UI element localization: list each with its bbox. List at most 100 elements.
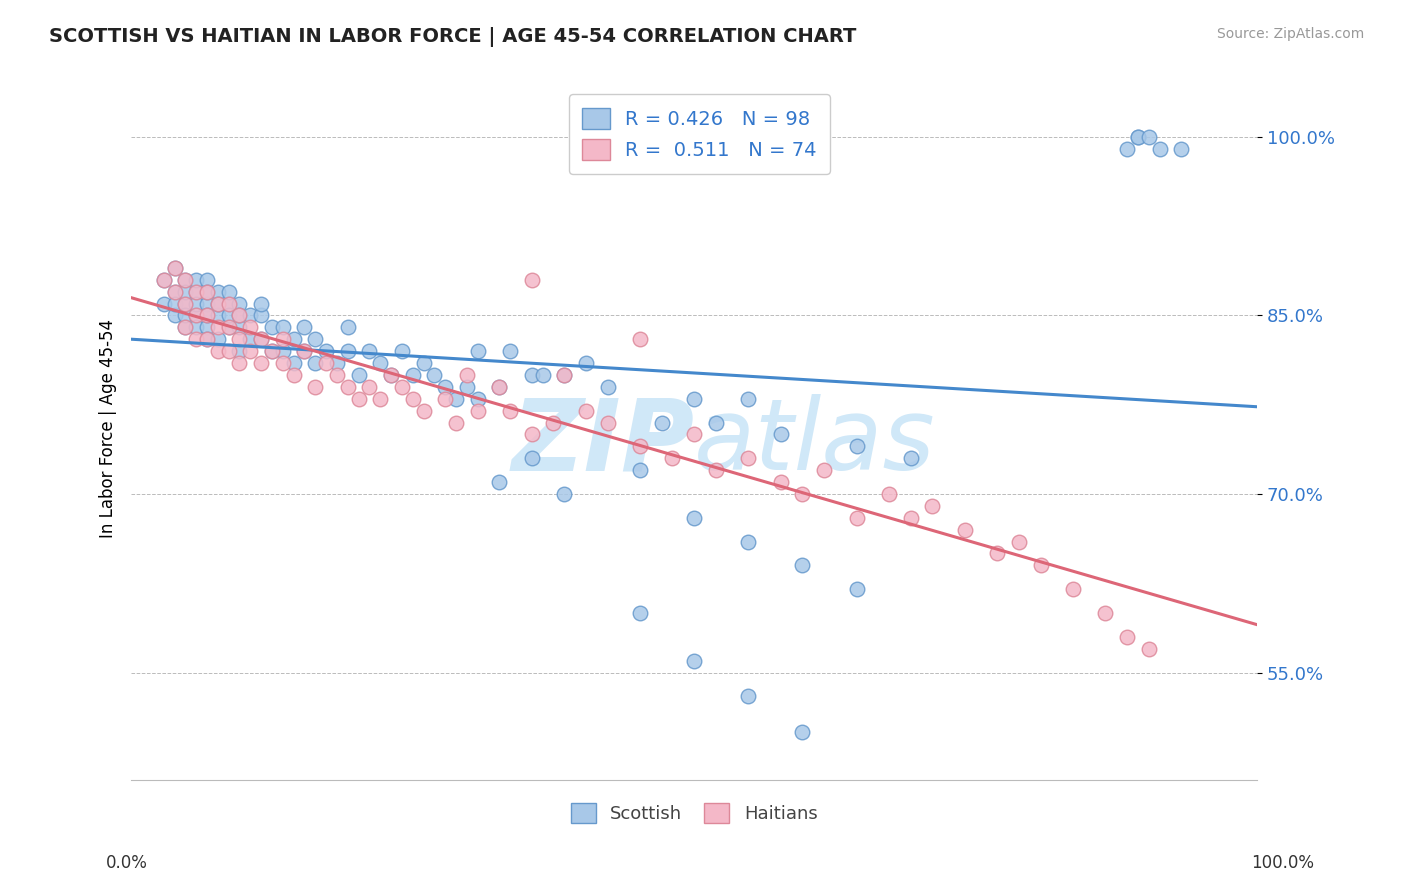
Point — [283, 368, 305, 382]
Point — [294, 320, 316, 334]
Point — [207, 285, 229, 299]
Text: ZIP: ZIP — [512, 394, 695, 491]
Point — [792, 725, 814, 739]
Point — [792, 487, 814, 501]
Point — [456, 380, 478, 394]
Point — [218, 296, 240, 310]
Point — [402, 368, 425, 382]
Point — [163, 260, 186, 275]
Point — [195, 273, 218, 287]
Point — [412, 356, 434, 370]
Point — [152, 273, 174, 287]
Point — [769, 475, 792, 489]
Point — [207, 344, 229, 359]
Text: Source: ZipAtlas.com: Source: ZipAtlas.com — [1216, 27, 1364, 41]
Point — [260, 344, 283, 359]
Point — [207, 296, 229, 310]
Point — [575, 403, 598, 417]
Point — [488, 380, 510, 394]
Point — [531, 368, 554, 382]
Point — [520, 451, 543, 466]
Point — [596, 416, 619, 430]
Point — [174, 320, 197, 334]
Point — [845, 510, 868, 524]
Point — [163, 309, 186, 323]
Point — [186, 309, 208, 323]
Point — [336, 380, 359, 394]
Point — [315, 344, 337, 359]
Text: 100.0%: 100.0% — [1251, 855, 1315, 872]
Point — [294, 344, 316, 359]
Point — [456, 368, 478, 382]
Point — [792, 558, 814, 573]
Point — [207, 309, 229, 323]
Point — [304, 332, 326, 346]
Point — [391, 380, 413, 394]
Point — [543, 416, 565, 430]
Point — [1137, 641, 1160, 656]
Point — [380, 368, 402, 382]
Point — [174, 296, 197, 310]
Point — [488, 475, 510, 489]
Point — [953, 523, 976, 537]
Point — [250, 356, 273, 370]
Point — [163, 285, 186, 299]
Point — [239, 332, 262, 346]
Point — [391, 344, 413, 359]
Point — [174, 273, 197, 287]
Point — [336, 344, 359, 359]
Point — [467, 344, 489, 359]
Point — [228, 309, 250, 323]
Point — [186, 285, 208, 299]
Point — [402, 392, 425, 406]
Point — [186, 273, 208, 287]
Point — [228, 320, 250, 334]
Point — [683, 392, 706, 406]
Legend: Scottish, Haitians: Scottish, Haitians — [560, 792, 828, 834]
Point — [683, 654, 706, 668]
Point — [704, 463, 727, 477]
Point — [737, 392, 759, 406]
Point — [444, 392, 467, 406]
Point — [1062, 582, 1084, 597]
Point — [163, 296, 186, 310]
Point — [704, 416, 727, 430]
Point — [195, 285, 218, 299]
Point — [271, 320, 294, 334]
Point — [423, 368, 446, 382]
Point — [1008, 534, 1031, 549]
Point — [628, 332, 651, 346]
Point — [186, 332, 208, 346]
Point — [260, 344, 283, 359]
Point — [195, 309, 218, 323]
Point — [218, 309, 240, 323]
Point — [186, 285, 208, 299]
Point — [250, 309, 273, 323]
Point — [218, 320, 240, 334]
Point — [260, 320, 283, 334]
Point — [195, 309, 218, 323]
Point — [553, 368, 575, 382]
Point — [900, 510, 922, 524]
Point — [488, 380, 510, 394]
Point — [553, 368, 575, 382]
Point — [845, 582, 868, 597]
Point — [520, 368, 543, 382]
Point — [326, 368, 349, 382]
Point — [163, 285, 186, 299]
Text: 0.0%: 0.0% — [105, 855, 148, 872]
Point — [661, 451, 683, 466]
Point — [434, 380, 457, 394]
Point — [737, 534, 759, 549]
Point — [1137, 130, 1160, 145]
Point — [218, 344, 240, 359]
Point — [336, 320, 359, 334]
Point — [152, 273, 174, 287]
Point — [271, 332, 294, 346]
Point — [195, 332, 218, 346]
Point — [1116, 630, 1139, 644]
Point — [359, 344, 381, 359]
Point — [174, 320, 197, 334]
Point — [412, 403, 434, 417]
Point — [195, 285, 218, 299]
